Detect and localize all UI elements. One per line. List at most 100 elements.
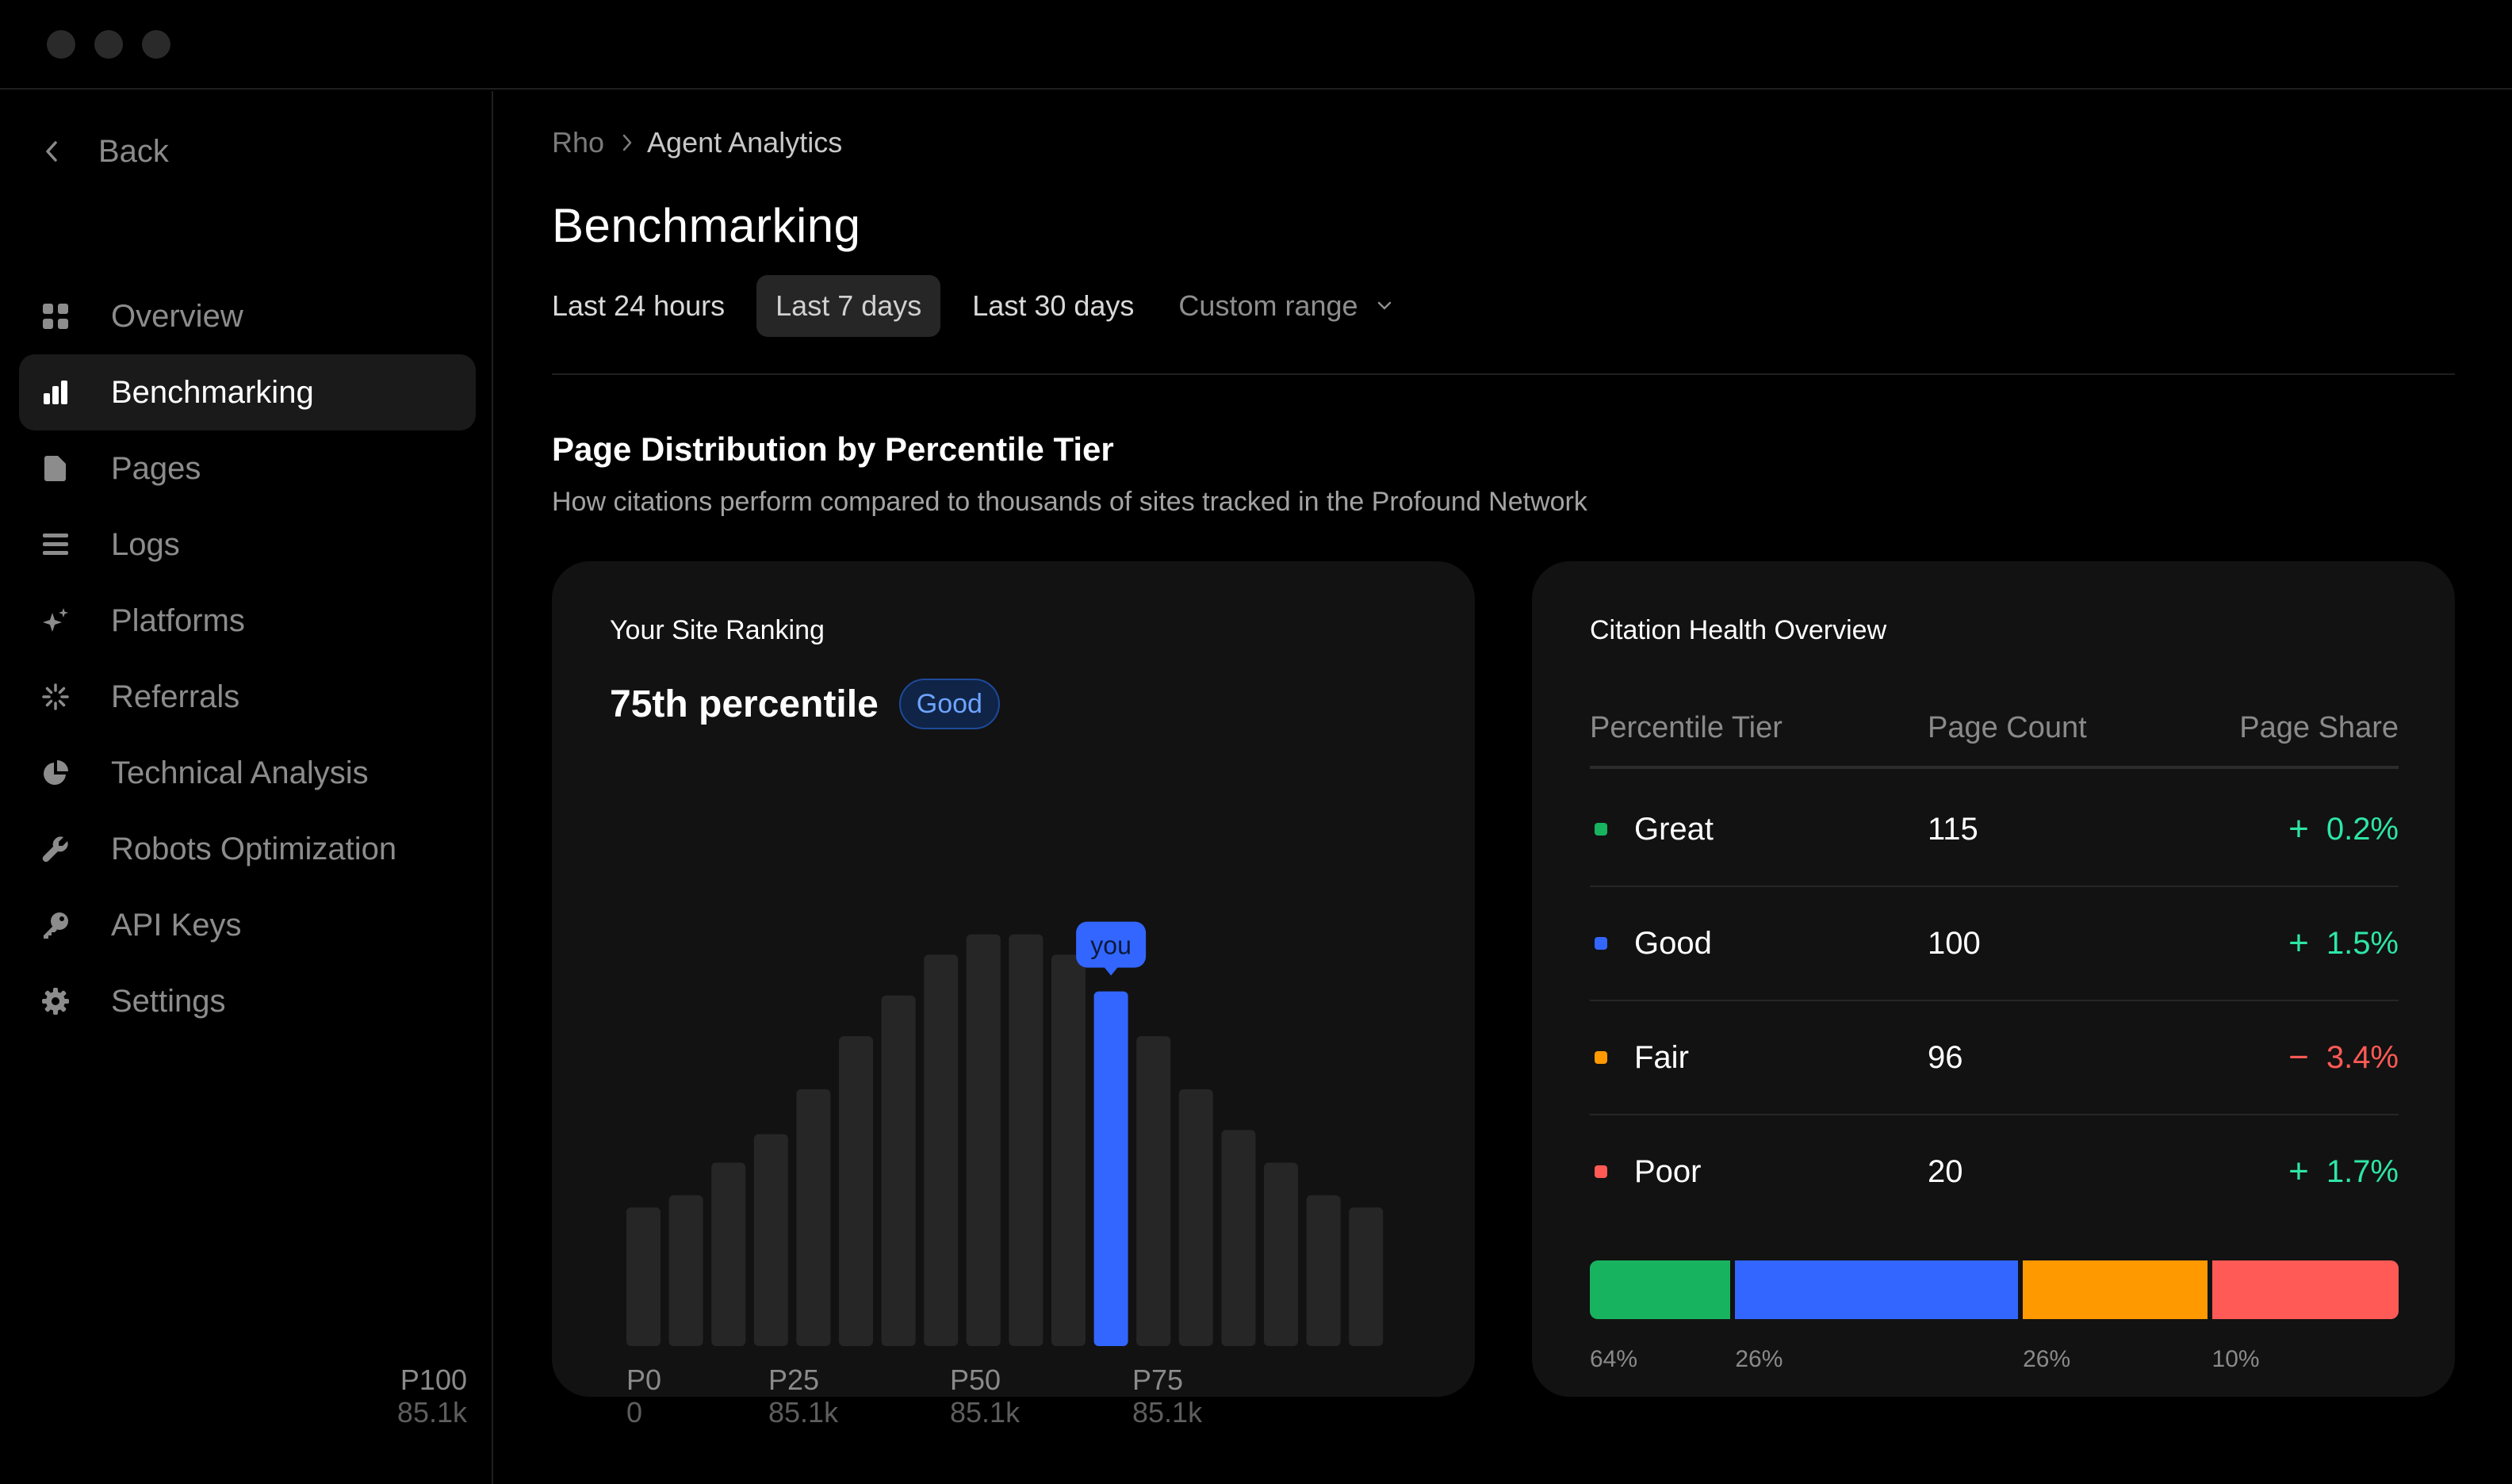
section-title: Page Distribution by Percentile Tier (552, 430, 1114, 468)
minus-icon: − (2288, 1038, 2309, 1077)
tier-cell: Great (1590, 812, 1928, 847)
sidebar-item-platforms[interactable]: Platforms (19, 583, 476, 659)
histogram-bar (1349, 1207, 1384, 1346)
percentile-tick-name: P50 (950, 1364, 1001, 1396)
sidebar-item-overview[interactable]: Overview (19, 278, 476, 354)
wrench-icon (40, 833, 71, 865)
column-header-share: Page Share (2239, 710, 2399, 744)
plus-icon: + (2288, 809, 2309, 848)
page-share-cell: +0.2% (2165, 809, 2399, 849)
table-row: Fair 96 −3.4% (1590, 1000, 2399, 1115)
sparkles-icon (40, 605, 71, 637)
custom-range-label: Custom range (1178, 289, 1358, 322)
histogram-bar-highlight (1093, 991, 1128, 1346)
range-last-30-days[interactable]: Last 30 days (972, 289, 1135, 322)
grid-icon (40, 300, 71, 332)
tier-swatch (1595, 823, 1607, 836)
sidebar-item-label: Benchmarking (111, 374, 314, 410)
header-divider (552, 373, 2455, 375)
sidebar-item-referrals[interactable]: Referrals (19, 659, 476, 735)
section-subtitle: How citations perform compared to thousa… (552, 487, 1587, 517)
row-divider (1590, 885, 2399, 887)
tier-swatch (1595, 1165, 1607, 1178)
custom-range-dropdown[interactable]: Custom range (1159, 275, 1411, 337)
page-title: Benchmarking (552, 199, 861, 252)
sidebar-item-label: Settings (111, 983, 226, 1019)
page-count-cell: 115 (1928, 811, 1978, 847)
chevron-left-icon (38, 140, 70, 163)
range-last-7-days[interactable]: Last 7 days (756, 275, 941, 337)
back-button[interactable]: Back (38, 128, 169, 175)
percentile-tick-label: P75 85.1k (1132, 1364, 1202, 1429)
ranking-value: 75th percentile (610, 683, 879, 725)
distribution-segment (2211, 1260, 2399, 1319)
histogram-bar (668, 1195, 703, 1346)
distribution-label: 26% (1735, 1346, 1783, 1372)
window-maximize-button[interactable] (142, 30, 170, 59)
sidebar-item-label: Overview (111, 298, 243, 334)
tier-name: Good (1634, 925, 1712, 961)
page-share-value: 1.7% (2326, 1153, 2399, 1189)
plus-icon: + (2288, 924, 2309, 962)
sidebar-item-pages[interactable]: Pages (19, 430, 476, 507)
histogram-bar (1051, 954, 1086, 1346)
sidebar-item-logs[interactable]: Logs (19, 507, 476, 583)
page-share-value: 3.4% (2326, 1039, 2399, 1075)
breadcrumb-root[interactable]: Rho (552, 126, 605, 159)
tier-cell: Good (1590, 926, 1928, 962)
tier-cell: Poor (1590, 1154, 1928, 1190)
tier-name: Fair (1634, 1039, 1689, 1075)
table-row: Great 115 +0.2% (1590, 772, 2399, 886)
card-title: Your Site Ranking (610, 615, 825, 645)
sidebar-item-benchmarking[interactable]: Benchmarking (19, 354, 476, 430)
distribution-labels: 64% 26% 26% 10% (1590, 1346, 2399, 1378)
breadcrumb-current: Agent Analytics (647, 126, 843, 159)
sidebar-item-api-keys[interactable]: API Keys (19, 887, 476, 963)
percentile-tick-label: P50 85.1k (950, 1364, 1020, 1429)
page-share-cell: +1.5% (2165, 924, 2399, 963)
page-share-value: 0.2% (2326, 811, 2399, 847)
card-title: Citation Health Overview (1590, 615, 1887, 645)
window-minimize-button[interactable] (94, 30, 123, 59)
sidebar-item-label: API Keys (111, 907, 242, 943)
distribution-bar (1590, 1260, 2399, 1319)
plus-icon: + (2288, 1152, 2309, 1191)
distribution-label: 64% (1590, 1346, 1638, 1372)
back-label: Back (98, 133, 169, 169)
loader-icon (40, 681, 71, 713)
histogram-bar (1009, 934, 1043, 1346)
percentile-tick-value: 85.1k (1132, 1396, 1203, 1429)
histogram-bar (881, 995, 916, 1346)
histogram-bar (1136, 1036, 1171, 1346)
table-row: Poor 20 +1.7% (1590, 1115, 2399, 1229)
percentile-tick-name: P25 (768, 1364, 820, 1396)
status-badge: Good (898, 679, 1000, 729)
sidebar-item-label: Referrals (111, 679, 240, 714)
distribution-label: 10% (2211, 1346, 2260, 1372)
page-share-cell: −3.4% (2165, 1038, 2399, 1077)
sidebar-item-label: Logs (111, 526, 180, 562)
histogram-bar (924, 954, 959, 1346)
table-header: Percentile Tier Page Count Page Share (1590, 704, 2399, 752)
sidebar: Back Overview Benchmarking Pages Logs (0, 91, 493, 1484)
column-header-count: Page Count (1928, 710, 2087, 744)
histogram-bar (839, 1036, 873, 1346)
sidebar-item-settings[interactable]: Settings (19, 963, 476, 1039)
sidebar-item-robots-optimization[interactable]: Robots Optimization (19, 811, 476, 887)
window-close-button[interactable] (47, 30, 75, 59)
citation-health-card: Citation Health Overview Percentile Tier… (1532, 561, 2455, 1397)
pie-chart-icon (40, 757, 71, 789)
sidebar-item-technical-analysis[interactable]: Technical Analysis (19, 735, 476, 811)
sidebar-item-label: Robots Optimization (111, 831, 397, 866)
range-last-24-hours[interactable]: Last 24 hours (552, 289, 726, 322)
bar-chart-icon (40, 377, 71, 408)
row-divider (1590, 1114, 2399, 1115)
gear-icon (40, 985, 71, 1017)
row-divider (1590, 1000, 2399, 1001)
distribution-segment (1735, 1260, 2019, 1319)
histogram-bar (1221, 1130, 1256, 1346)
time-range-selector: Last 24 hours Last 7 days Last 30 days C… (552, 275, 1412, 337)
page-count-cell: 20 (1928, 1153, 1963, 1189)
percentile-tick-label: P100 85.1k (397, 1364, 467, 1429)
percentile-tick-value: 85.1k (768, 1396, 839, 1429)
